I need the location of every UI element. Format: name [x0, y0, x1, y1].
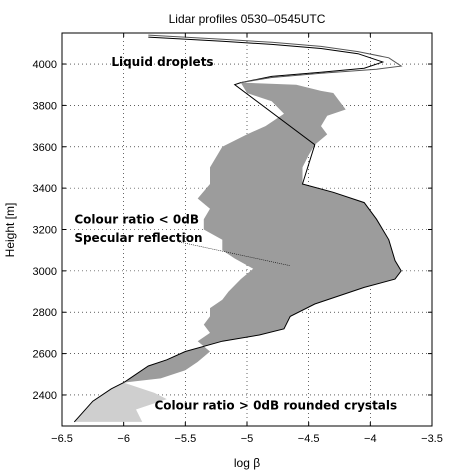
x-tick-label: −6	[117, 433, 130, 445]
annotation-label: Colour ratio > 0dB rounded crystals	[155, 398, 398, 412]
y-tick-label: 3600	[33, 142, 57, 154]
y-tick-label: 2600	[33, 349, 57, 361]
y-tick-label: 3400	[33, 183, 57, 195]
x-tick-label: −5.5	[174, 433, 196, 445]
x-axis-label: log β	[234, 456, 260, 470]
profile-line-1	[73, 36, 402, 423]
x-tick-label: −3.5	[421, 433, 443, 445]
y-tick-label: 3800	[33, 100, 57, 112]
annotation-label: Specular reflection	[74, 231, 202, 245]
chart-title: Lidar profiles 0530–0545UTC	[169, 12, 326, 26]
annotation-label: Colour ratio < 0dB	[74, 212, 199, 226]
axis-ticks: −6.5 −6 −5.5 −5 −4.5 −4 −3.5 2400 2600 2800 3000 32…	[33, 33, 443, 445]
shaded-regions	[74, 82, 402, 422]
x-tick-label: −5	[241, 433, 254, 445]
leader-line	[179, 241, 291, 266]
y-tick-label: 2400	[33, 390, 57, 402]
y-tick-label: 3200	[33, 225, 57, 237]
x-tick-label: −4.5	[298, 433, 320, 445]
light-region	[74, 382, 167, 422]
profile-line-2	[148, 34, 403, 84]
y-axis-label: Height [m]	[3, 203, 17, 258]
y-tick-label: 4000	[33, 59, 57, 71]
x-tick-label: −4	[364, 433, 377, 445]
annotation-label: Liquid droplets	[111, 55, 213, 69]
y-tick-label: 3000	[33, 266, 57, 278]
annotations: Liquid droplets Colour ratio < 0dB Specula…	[74, 55, 397, 412]
y-tick-label: 2800	[33, 307, 57, 319]
shaded-region	[123, 82, 402, 383]
profile-lines	[73, 34, 403, 423]
x-tick-label: −6.5	[51, 433, 73, 445]
